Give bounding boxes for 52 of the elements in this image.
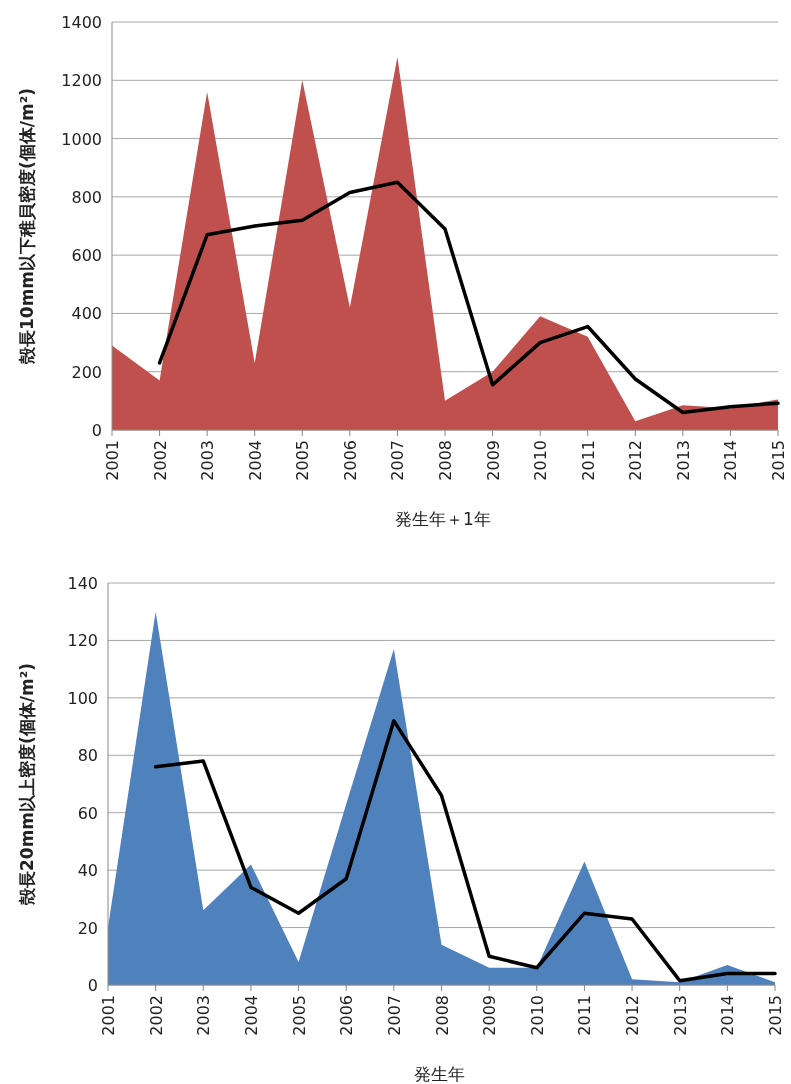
y-tick-label: 100	[67, 688, 98, 708]
y-tick-label: 400	[71, 304, 102, 324]
y-tick-label: 800	[71, 187, 102, 207]
line-series	[153, 719, 777, 983]
x-tick-label: 2005	[293, 440, 313, 481]
x-tick-label: 2001	[99, 995, 118, 1036]
y-tick-label: 140	[67, 574, 98, 593]
y-tick-label: 120	[67, 631, 98, 651]
y-tick-label: 1400	[61, 13, 102, 32]
x-tick-label: 2015	[769, 440, 788, 481]
x-tick-label: 2010	[531, 440, 551, 481]
x-tick-label: 2011	[578, 440, 598, 481]
y-tick-label: 0	[91, 421, 102, 440]
x-tick-label: 2002	[150, 440, 170, 481]
x-tick-label: 2005	[289, 995, 309, 1036]
x-tick-label: 2014	[718, 995, 738, 1036]
y-axis-title: 殻長20mm以上密度(個体/m²)	[17, 663, 37, 906]
y-tick-label: 80	[77, 746, 98, 766]
x-tick-label: 2003	[194, 995, 214, 1036]
x-tick-label: 2010	[527, 995, 547, 1036]
x-tick-label: 2009	[483, 440, 503, 481]
x-tick-label: 2001	[103, 440, 122, 481]
x-tick-label: 2002	[146, 995, 166, 1036]
y-tick-label: 1200	[61, 71, 102, 91]
x-tick-label: 2012	[623, 995, 643, 1036]
x-tick-label: 2008	[436, 440, 455, 481]
x-tick-label: 2006	[337, 995, 357, 1036]
y-tick-label: 600	[71, 246, 102, 266]
x-tick-label: 2011	[575, 995, 595, 1036]
y-tick-label: 20	[77, 918, 98, 938]
x-tick-label: 2012	[626, 440, 646, 481]
y-tick-label: 60	[77, 803, 98, 823]
x-tick-label: 2004	[245, 440, 265, 481]
x-tick-label: 2006	[340, 440, 360, 481]
x-tick-label: 2007	[388, 440, 408, 481]
x-tick-label: 2003	[198, 440, 218, 481]
x-tick-label: 2014	[721, 440, 741, 481]
y-tick-label: 200	[71, 362, 102, 382]
x-tick-label: 2007	[384, 995, 404, 1036]
x-axis-title: 発生年＋1年	[395, 509, 491, 529]
x-tick-label: 2013	[670, 995, 690, 1036]
x-tick-label: 2009	[480, 995, 500, 1036]
y-tick-label: 1000	[61, 129, 102, 149]
y-tick-label: 40	[77, 861, 98, 881]
x-tick-label: 2013	[673, 440, 693, 481]
y-axis-title: 殻長10mm以下稚貝密度(個体/m²)	[17, 88, 37, 365]
x-tick-label: 2015	[766, 995, 785, 1036]
x-tick-label: 2008	[432, 995, 452, 1036]
line-series	[157, 180, 780, 415]
y-tick-label: 0	[87, 976, 98, 995]
x-tick-label: 2004	[241, 995, 261, 1036]
x-axis-title: 発生年	[414, 1064, 465, 1084]
